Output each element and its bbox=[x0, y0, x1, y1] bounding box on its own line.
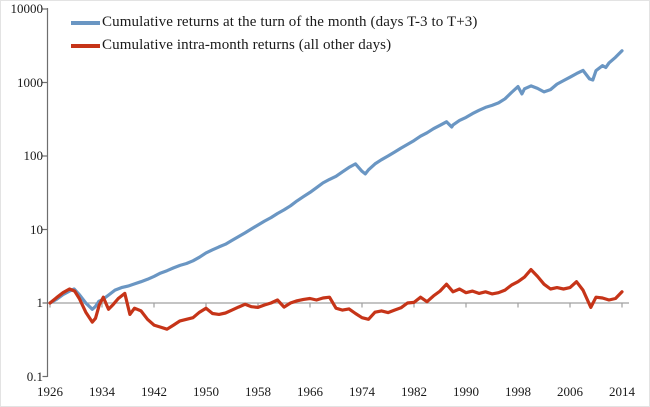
legend-item-turn-of-month: Cumulative returns at the turn of the mo… bbox=[71, 11, 477, 34]
y-axis-tick-label: 100 bbox=[23, 148, 44, 163]
legend-label-turn-of-month: Cumulative returns at the turn of the mo… bbox=[102, 14, 478, 30]
y-axis-tick-label: 1000 bbox=[17, 74, 43, 90]
x-axis-tick-label: 1966 bbox=[297, 384, 323, 399]
series-line-intra-month bbox=[48, 268, 624, 331]
x-axis-tick-label: 1990 bbox=[453, 384, 479, 399]
x-axis-tick-label: 1958 bbox=[245, 384, 271, 399]
legend-line-swatch-red bbox=[71, 43, 100, 48]
y-axis-tick-label: 10000 bbox=[10, 1, 44, 16]
legend-label-intra-month: Cumulative intra-month returns (all othe… bbox=[102, 37, 392, 53]
x-axis-tick-label: 1982 bbox=[401, 384, 427, 399]
y-axis-tick-label: 10 bbox=[30, 221, 43, 237]
x-axis-tick-label: 2006 bbox=[557, 384, 583, 399]
x-axis-tick-label: 1926 bbox=[37, 384, 63, 399]
x-axis-tick-label: 1974 bbox=[349, 384, 375, 399]
x-axis-tick-label: 1998 bbox=[505, 384, 531, 399]
x-axis-tick-label: 1950 bbox=[193, 384, 219, 399]
x-axis-tick-label: 1942 bbox=[141, 384, 167, 399]
legend: Cumulative returns at the turn of the mo… bbox=[71, 11, 477, 57]
x-axis-tick-label: 2014 bbox=[609, 384, 635, 399]
x-axis-tick-label: 1934 bbox=[89, 384, 115, 399]
legend-line-swatch-blue bbox=[71, 20, 100, 25]
series-line-turn-of-month bbox=[48, 49, 624, 311]
y-axis-tick-label: 0.1 bbox=[26, 368, 43, 384]
y-axis-tick-label: 1 bbox=[36, 295, 44, 310]
legend-item-intra-month: Cumulative intra-month returns (all othe… bbox=[71, 34, 477, 57]
